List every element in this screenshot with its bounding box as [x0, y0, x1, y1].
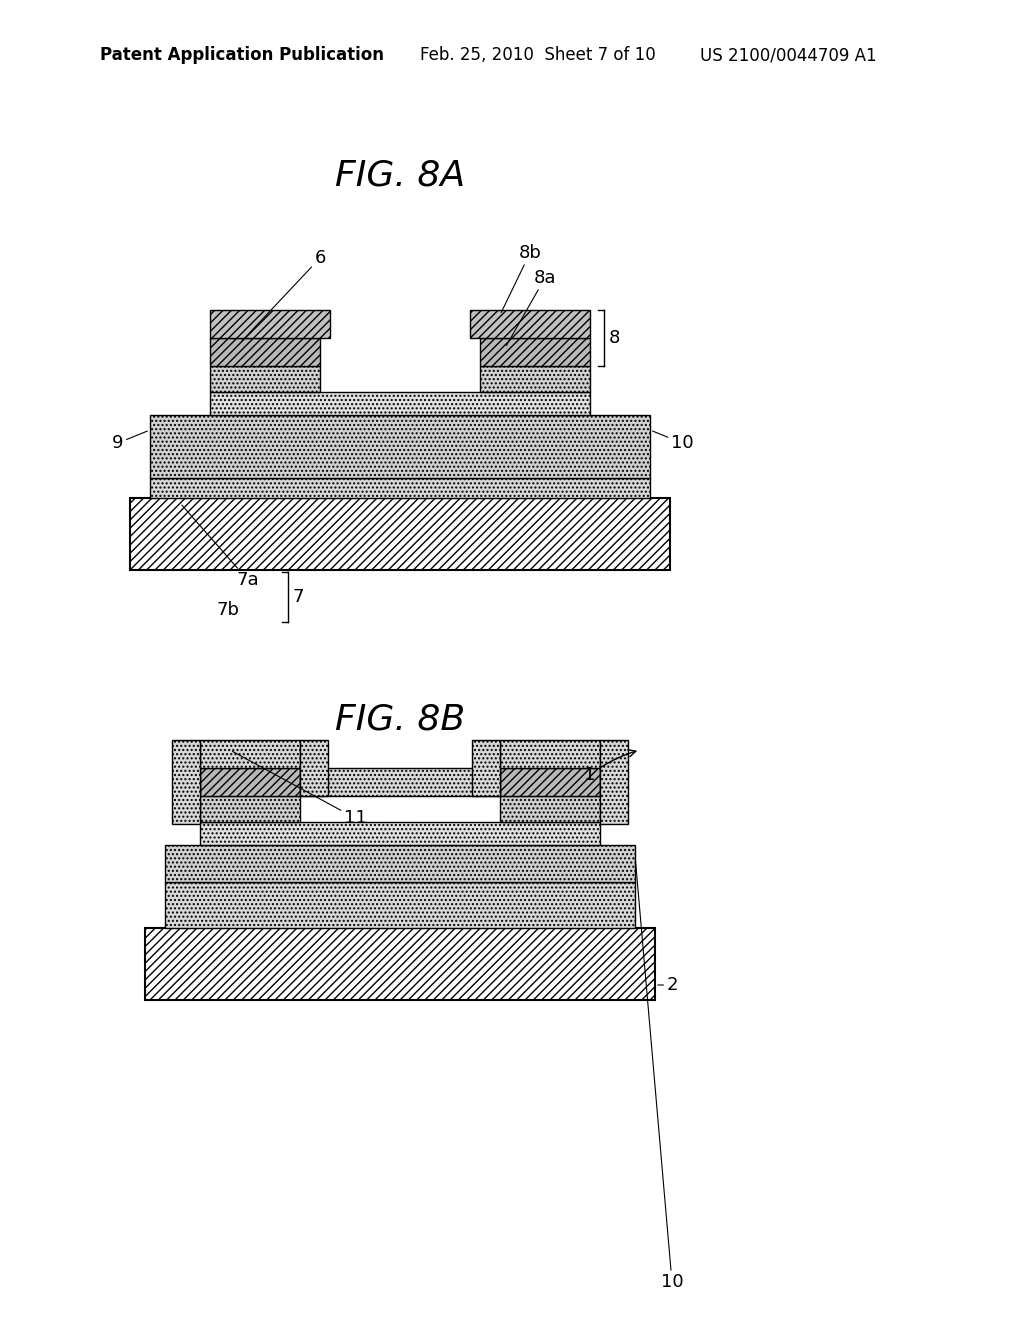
Polygon shape [150, 414, 650, 478]
Text: 8: 8 [608, 329, 620, 347]
Polygon shape [200, 822, 600, 845]
Polygon shape [210, 392, 590, 414]
Bar [500, 741, 600, 768]
Polygon shape [150, 478, 650, 498]
Text: 10: 10 [635, 858, 683, 1291]
Text: FIG. 8A: FIG. 8A [335, 158, 465, 191]
Polygon shape [500, 796, 600, 822]
Polygon shape [310, 892, 490, 908]
Polygon shape [210, 338, 319, 366]
Bar [300, 768, 500, 796]
Text: 9: 9 [113, 432, 147, 451]
Polygon shape [210, 366, 319, 392]
Polygon shape [480, 366, 590, 392]
Text: Patent Application Publication: Patent Application Publication [100, 46, 384, 63]
Text: Feb. 25, 2010  Sheet 7 of 10: Feb. 25, 2010 Sheet 7 of 10 [420, 46, 655, 63]
Text: 6: 6 [242, 249, 326, 341]
Bar [200, 741, 300, 768]
Polygon shape [480, 338, 590, 366]
Text: 11: 11 [232, 751, 367, 828]
Text: 2: 2 [657, 975, 678, 994]
Text: 1: 1 [585, 750, 636, 784]
Polygon shape [500, 768, 600, 796]
Bar [300, 741, 328, 796]
Text: 8a: 8a [507, 269, 556, 346]
Polygon shape [310, 462, 490, 478]
Polygon shape [200, 768, 300, 796]
Bar [472, 741, 500, 796]
Polygon shape [145, 928, 655, 1001]
Polygon shape [130, 498, 670, 570]
Text: 8b: 8b [501, 244, 542, 313]
Polygon shape [470, 310, 590, 338]
Bar [600, 741, 628, 824]
Text: FIG. 8B: FIG. 8B [335, 704, 465, 737]
Text: 7b: 7b [216, 601, 240, 619]
Polygon shape [165, 845, 635, 882]
Text: 7a: 7a [182, 506, 259, 589]
Bar [172, 741, 200, 824]
Polygon shape [200, 796, 300, 822]
Text: 10: 10 [652, 432, 693, 451]
Polygon shape [210, 310, 330, 338]
Text: 7: 7 [292, 587, 304, 606]
Polygon shape [165, 882, 635, 928]
Text: US 2100/0044709 A1: US 2100/0044709 A1 [700, 46, 877, 63]
